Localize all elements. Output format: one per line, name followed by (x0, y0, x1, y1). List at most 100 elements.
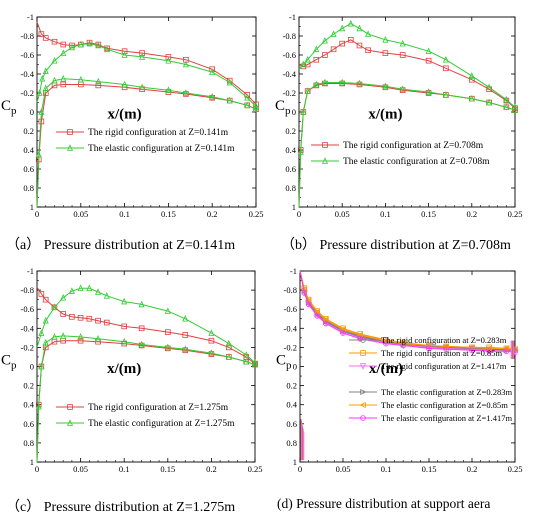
y-tick-label: 0.8 (285, 183, 296, 193)
data-point (252, 105, 260, 112)
data-point (486, 348, 493, 355)
data-point (425, 342, 432, 349)
data-point (339, 80, 346, 87)
data-point (60, 332, 67, 339)
data-point (104, 45, 111, 53)
x-tick-label: 0.05 (336, 464, 351, 474)
data-point (503, 97, 510, 104)
data-point (468, 94, 475, 102)
legend-label: The elastic configuration at Z=0.708m (343, 156, 490, 167)
data-point (382, 337, 389, 344)
data-point (503, 95, 510, 103)
data-point (165, 86, 172, 93)
data-point (60, 49, 67, 56)
x-tick-label: 0.25 (508, 209, 523, 219)
legend-marker (360, 337, 366, 343)
data-point (95, 288, 102, 295)
series-line (36, 287, 256, 364)
data-point (77, 333, 84, 340)
data-point (51, 303, 58, 311)
y-tick-label: 0.8 (286, 438, 297, 448)
chart-caption-a: （a） Pressure distribution at Z=0.141m (6, 238, 236, 253)
data-point (226, 78, 233, 86)
data-point (469, 347, 475, 354)
series-line (298, 39, 516, 109)
y-tick-label: -1 (27, 12, 34, 22)
y-tick-label: 0.4 (286, 400, 297, 410)
data-point (426, 345, 432, 352)
data-point (399, 340, 407, 347)
data-point (356, 42, 363, 49)
data-point (339, 40, 346, 47)
legend-label: The rigid configuration at Z=0.283m (381, 335, 507, 345)
data-point (95, 335, 102, 342)
x-tick-label: 0 (35, 209, 39, 219)
data-point (42, 35, 49, 41)
data-point (208, 329, 215, 336)
data-point (243, 351, 250, 358)
data-point (35, 150, 42, 158)
data-point (95, 82, 102, 89)
x-tick-label: 0.15 (421, 209, 436, 219)
y-tick-label: -1 (290, 266, 297, 276)
data-point (51, 56, 58, 64)
data-point (38, 108, 45, 115)
data-point (347, 19, 354, 27)
y-tick-label: 0.6 (285, 164, 296, 174)
data-point (503, 348, 510, 355)
data-point (485, 345, 493, 352)
data-point (35, 402, 42, 410)
legend-marker (67, 404, 73, 410)
data-point (121, 48, 128, 54)
data-point (60, 74, 67, 82)
data-point (400, 342, 406, 349)
y-tick-label: 0 (30, 107, 34, 117)
data-point (321, 78, 328, 86)
x-tick-label: 0.15 (160, 464, 175, 474)
chart-panel-d: -1 -0.8 -0.6 -0.4 -0.2 0 0.2 0.4 0.6 0.8 1 0 0.05 0.1… (275, 260, 550, 518)
data-point (313, 80, 320, 88)
y-tick-label: 0.6 (286, 419, 297, 429)
y-axis-label: Cp (1, 98, 17, 117)
chart-svg-c: -1-0.8-0.6-0.4-0.200.20.40.60.810 0.05 0.1… (1, 266, 262, 474)
data-point (182, 345, 189, 353)
data-point (165, 56, 172, 64)
data-point (313, 45, 320, 53)
data-point (38, 329, 45, 336)
series-line (299, 270, 516, 353)
data-point (86, 315, 93, 322)
data-point (356, 81, 363, 88)
data-point (314, 313, 320, 319)
legend-marker (359, 401, 366, 409)
chart-caption-d: (d) Pressure distribution at support aer… (277, 496, 491, 511)
data-point (182, 314, 189, 322)
data-point (251, 358, 259, 366)
data-point (502, 345, 510, 352)
y-tick-label: -1 (289, 12, 296, 22)
data-point (321, 36, 328, 44)
data-point (95, 41, 102, 49)
x-tick-label: 0.15 (161, 209, 176, 219)
data-point (304, 87, 311, 94)
chart-panel-a: -1 -0.8 -0.6 -0.4 -0.2 0 0.2 0.4 0.6 0.8 1 0 0.05 0.1… (0, 0, 275, 258)
y-tick-label: -0.8 (21, 31, 34, 41)
data-point (313, 82, 320, 89)
y-tick-label: -0.6 (21, 50, 34, 60)
data-point (164, 345, 171, 352)
x-tick-label: 0.1 (381, 464, 392, 474)
y-tick-label: 1 (292, 202, 296, 212)
data-point (77, 314, 84, 321)
y-tick-label: 0 (30, 362, 34, 372)
plot-frame (36, 270, 256, 463)
data-point (330, 30, 337, 37)
data-point (340, 330, 346, 336)
data-point (511, 106, 519, 113)
data-point (425, 57, 432, 64)
legend-marker (66, 144, 74, 151)
y-tick-label: -0.8 (21, 285, 34, 295)
data-point (42, 296, 49, 303)
y-tick-label: -0.2 (21, 342, 34, 352)
data-point (77, 337, 84, 344)
data-point (330, 46, 337, 53)
x-tick-label: 0.2 (207, 209, 218, 219)
